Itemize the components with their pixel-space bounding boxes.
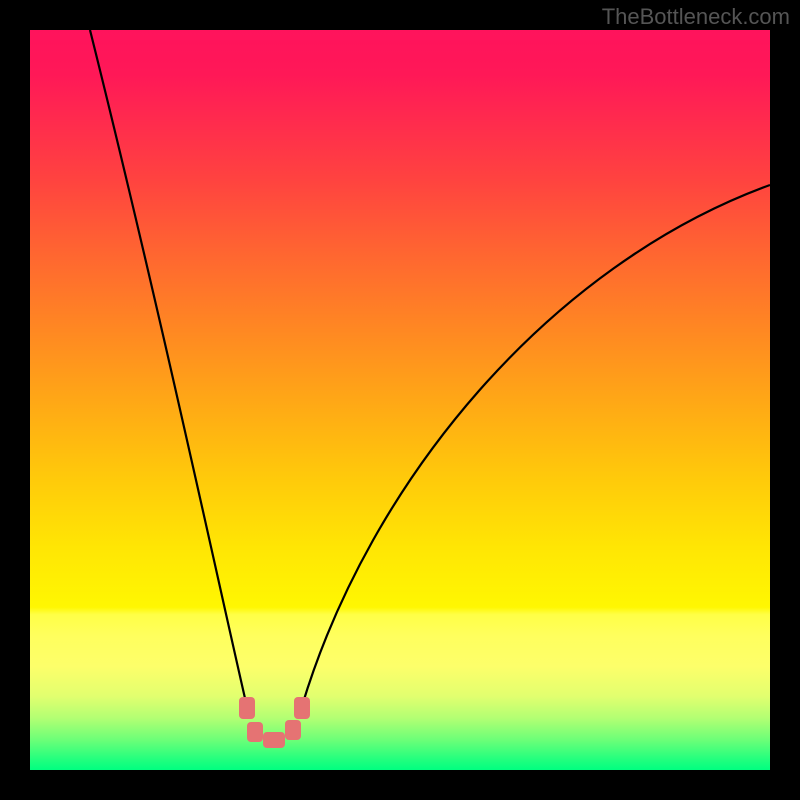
attribution-text: TheBottleneck.com — [602, 4, 790, 30]
curve-marker — [239, 697, 255, 719]
figure-container: TheBottleneck.com — [0, 0, 800, 800]
curve-left — [90, 30, 247, 707]
curve-marker — [285, 720, 301, 740]
curve-marker — [294, 697, 310, 719]
curve-right — [302, 185, 770, 706]
curve-marker — [263, 732, 285, 748]
plot-area — [30, 30, 770, 770]
curve-layer — [30, 30, 770, 770]
curve-marker — [247, 722, 263, 742]
